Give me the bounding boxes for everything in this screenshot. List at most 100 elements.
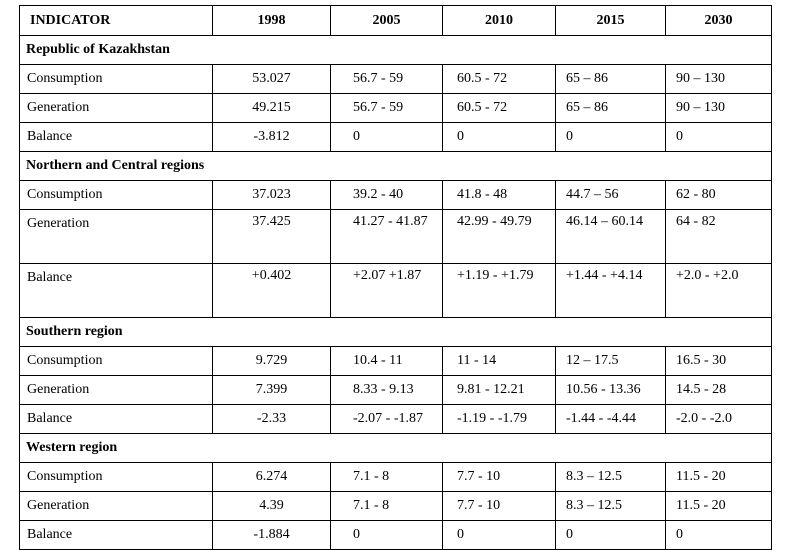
value-cell-2010: 41.8 - 48 bbox=[442, 180, 556, 210]
header-year-2010: 2010 bbox=[442, 5, 556, 36]
energy-balance-table: INDICATOR 1998 2005 2010 2015 2030 Repub… bbox=[19, 5, 772, 550]
value-cell-2015: +1.44 - +4.14 bbox=[555, 263, 666, 318]
value-cell-2030: +2.0 - +2.0 bbox=[665, 263, 772, 318]
value-cell-2010: 0 bbox=[442, 520, 556, 550]
table-row: Balance -2.33 -2.07 - -1.87 -1.19 - -1.79 -1… bbox=[19, 404, 772, 434]
table-body: Republic of Kazakhstan Consumption 53.027 5… bbox=[19, 35, 772, 550]
value-cell-2005: 39.2 - 40 bbox=[330, 180, 443, 210]
value-cell-2015: 0 bbox=[555, 122, 666, 152]
value-cell-2030: 90 – 130 bbox=[665, 93, 772, 123]
table-row: Consumption 9.729 10.4 - 11 11 - 14 12 – 17.… bbox=[19, 346, 772, 376]
value-cell-2010: 11 - 14 bbox=[442, 346, 556, 376]
value-cell-2015: 0 bbox=[555, 520, 666, 550]
value-cell-2015: 8.3 – 12.5 bbox=[555, 491, 666, 521]
table-header: INDICATOR 1998 2005 2010 2015 2030 bbox=[19, 5, 772, 36]
value-cell-1998: 6.274 bbox=[212, 462, 331, 492]
value-cell-2015: -1.44 - -4.44 bbox=[555, 404, 666, 434]
value-cell-2005: 56.7 - 59 bbox=[330, 93, 443, 123]
value-cell-2015: 65 – 86 bbox=[555, 93, 666, 123]
indicator-label: Consumption bbox=[19, 462, 213, 492]
value-cell-2010: 7.7 - 10 bbox=[442, 491, 556, 521]
value-cell-2010: 60.5 - 72 bbox=[442, 93, 556, 123]
value-cell-1998: 53.027 bbox=[212, 64, 331, 94]
value-cell-2005: 8.33 - 9.13 bbox=[330, 375, 443, 405]
value-cell-2015: 8.3 – 12.5 bbox=[555, 462, 666, 492]
value-cell-2015: 10.56 - 13.36 bbox=[555, 375, 666, 405]
value-cell-2005: 10.4 - 11 bbox=[330, 346, 443, 376]
value-cell-1998: 49.215 bbox=[212, 93, 331, 123]
energy-balance-table-container: INDICATOR 1998 2005 2010 2015 2030 Repub… bbox=[19, 5, 772, 550]
value-cell-2010: -1.19 - -1.79 bbox=[442, 404, 556, 434]
section-title: Republic of Kazakhstan bbox=[19, 35, 772, 65]
header-indicator: INDICATOR bbox=[19, 5, 213, 36]
value-cell-2005: 7.1 - 8 bbox=[330, 491, 443, 521]
table-row: Generation 37.425 41.27 - 41.87 42.99 - 49.… bbox=[19, 209, 772, 264]
value-cell-2015: 44.7 – 56 bbox=[555, 180, 666, 210]
header-year-2005: 2005 bbox=[330, 5, 443, 36]
indicator-label: Consumption bbox=[19, 64, 213, 94]
indicator-label: Balance bbox=[19, 520, 213, 550]
indicator-label: Consumption bbox=[19, 346, 213, 376]
table-row: Balance -1.884 0 0 0 0 bbox=[19, 520, 772, 550]
table-row: Balance +0.402 +2.07 +1.87 +1.19 - +1.79 +1.… bbox=[19, 263, 772, 318]
value-cell-2015: 46.14 – 60.14 bbox=[555, 209, 666, 264]
indicator-label: Consumption bbox=[19, 180, 213, 210]
value-cell-2030: 0 bbox=[665, 520, 772, 550]
header-row: INDICATOR 1998 2005 2010 2015 2030 bbox=[19, 5, 772, 36]
value-cell-2010: 0 bbox=[442, 122, 556, 152]
section-header-row: Republic of Kazakhstan bbox=[19, 35, 772, 65]
value-cell-1998: 4.39 bbox=[212, 491, 331, 521]
value-cell-2010: 42.99 - 49.79 bbox=[442, 209, 556, 264]
value-cell-1998: -3.812 bbox=[212, 122, 331, 152]
indicator-label: Generation bbox=[19, 491, 213, 521]
value-cell-2010: 9.81 - 12.21 bbox=[442, 375, 556, 405]
value-cell-1998: 37.023 bbox=[212, 180, 331, 210]
value-cell-2030: 14.5 - 28 bbox=[665, 375, 772, 405]
value-cell-2005: 7.1 - 8 bbox=[330, 462, 443, 492]
section-title: Northern and Central regions bbox=[19, 151, 772, 181]
value-cell-1998: -1.884 bbox=[212, 520, 331, 550]
value-cell-1998: -2.33 bbox=[212, 404, 331, 434]
table-row: Balance -3.812 0 0 0 0 bbox=[19, 122, 772, 152]
value-cell-2015: 65 – 86 bbox=[555, 64, 666, 94]
value-cell-2005: 0 bbox=[330, 122, 443, 152]
value-cell-2030: 90 – 130 bbox=[665, 64, 772, 94]
table-row: Consumption 53.027 56.7 - 59 60.5 - 72 65 – … bbox=[19, 64, 772, 94]
value-cell-1998: 7.399 bbox=[212, 375, 331, 405]
value-cell-2010: 7.7 - 10 bbox=[442, 462, 556, 492]
table-row: Generation 4.39 7.1 - 8 7.7 - 10 8.3 – 12.5 1… bbox=[19, 491, 772, 521]
value-cell-2005: +2.07 +1.87 bbox=[330, 263, 443, 318]
indicator-label: Balance bbox=[19, 122, 213, 152]
indicator-label: Generation bbox=[19, 93, 213, 123]
indicator-label: Balance bbox=[19, 263, 213, 318]
table-row: Consumption 37.023 39.2 - 40 41.8 - 48 44.7 … bbox=[19, 180, 772, 210]
value-cell-2010: +1.19 - +1.79 bbox=[442, 263, 556, 318]
section-header-row: Southern region bbox=[19, 317, 772, 347]
value-cell-2005: 56.7 - 59 bbox=[330, 64, 443, 94]
table-row: Consumption 6.274 7.1 - 8 7.7 - 10 8.3 – 12.… bbox=[19, 462, 772, 492]
value-cell-2030: 64 - 82 bbox=[665, 209, 772, 264]
value-cell-2030: 0 bbox=[665, 122, 772, 152]
value-cell-2030: 16.5 - 30 bbox=[665, 346, 772, 376]
value-cell-1998: 37.425 bbox=[212, 209, 331, 264]
section-title: Western region bbox=[19, 433, 772, 463]
header-year-1998: 1998 bbox=[212, 5, 331, 36]
value-cell-2030: 62 - 80 bbox=[665, 180, 772, 210]
value-cell-1998: +0.402 bbox=[212, 263, 331, 318]
value-cell-1998: 9.729 bbox=[212, 346, 331, 376]
value-cell-2010: 60.5 - 72 bbox=[442, 64, 556, 94]
header-year-2030: 2030 bbox=[665, 5, 772, 36]
value-cell-2015: 12 – 17.5 bbox=[555, 346, 666, 376]
table-row: Generation 49.215 56.7 - 59 60.5 - 72 65 – 8… bbox=[19, 93, 772, 123]
indicator-label: Generation bbox=[19, 375, 213, 405]
value-cell-2005: 0 bbox=[330, 520, 443, 550]
table-row: Generation 7.399 8.33 - 9.13 9.81 - 12.21 10… bbox=[19, 375, 772, 405]
indicator-label: Generation bbox=[19, 209, 213, 264]
value-cell-2005: -2.07 - -1.87 bbox=[330, 404, 443, 434]
section-title: Southern region bbox=[19, 317, 772, 347]
value-cell-2030: -2.0 - -2.0 bbox=[665, 404, 772, 434]
header-year-2015: 2015 bbox=[555, 5, 666, 36]
value-cell-2005: 41.27 - 41.87 bbox=[330, 209, 443, 264]
section-header-row: Northern and Central regions bbox=[19, 151, 772, 181]
section-header-row: Western region bbox=[19, 433, 772, 463]
